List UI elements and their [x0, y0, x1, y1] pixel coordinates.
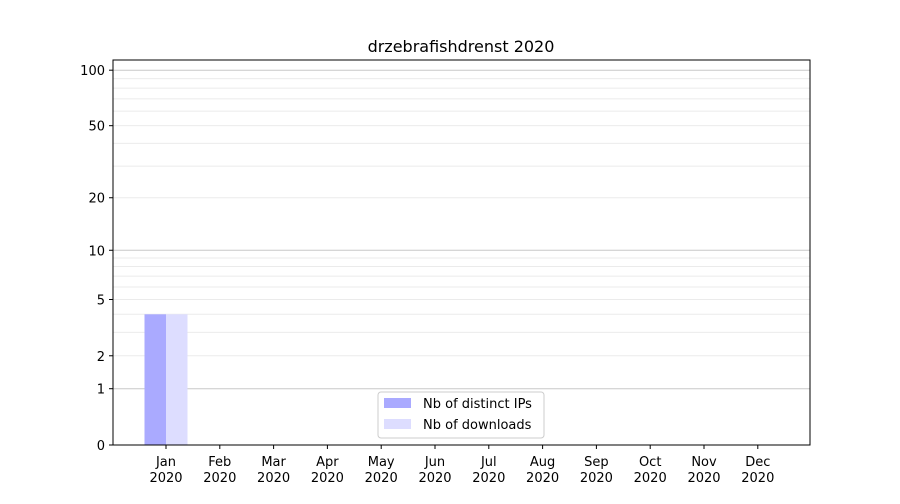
legend-swatch	[384, 419, 411, 429]
x-tick-label: Feb	[208, 455, 231, 470]
y-tick-label: 10	[88, 244, 105, 259]
x-tick-label: 2020	[311, 471, 344, 486]
x-tick-label: Mar	[261, 455, 286, 470]
plot-frame	[112, 59, 811, 446]
x-tick-label: Aug	[530, 455, 555, 470]
y-tick-label: 100	[80, 64, 105, 79]
x-tick-label: Nov	[691, 455, 717, 470]
legend-label: Nb of distinct IPs	[423, 397, 532, 412]
y-tick-label: 5	[97, 293, 105, 308]
x-axis: Jan2020Feb2020Mar2020Apr2020May2020Jun20…	[149, 445, 774, 486]
x-tick-label: 2020	[257, 471, 290, 486]
y-tick-label: 2	[97, 350, 105, 365]
x-tick-label: Oct	[639, 455, 661, 470]
x-tick-label: Jul	[480, 455, 497, 470]
legend-swatch	[384, 398, 411, 408]
x-tick-label: 2020	[149, 471, 182, 486]
x-tick-label: 2020	[365, 471, 398, 486]
x-tick-label: 2020	[580, 471, 613, 486]
y-tick-label: 0	[97, 439, 105, 454]
x-tick-label: Jun	[424, 455, 445, 470]
legend-label: Nb of downloads	[423, 418, 532, 433]
grid	[113, 69, 810, 390]
x-tick-label: 2020	[526, 471, 559, 486]
x-tick-label: 2020	[203, 471, 236, 486]
x-tick-label: Dec	[745, 455, 770, 470]
y-axis: 0 1 2 5 10 20 50 100	[80, 64, 113, 454]
x-tick-label: 2020	[472, 471, 505, 486]
x-tick-label: 2020	[634, 471, 667, 486]
bars	[144, 314, 188, 445]
bar-distinct-ips	[144, 314, 166, 445]
x-tick-label: 2020	[741, 471, 774, 486]
x-tick-label: May	[368, 455, 395, 470]
legend-box	[377, 391, 545, 439]
x-tick-label: Sep	[584, 455, 609, 470]
x-tick-label: 2020	[418, 471, 451, 486]
chart-title: drzebrafishdrenst 2020	[368, 37, 555, 56]
y-tick-label: 20	[88, 192, 105, 207]
legend: Nb of distinct IPs Nb of downloads	[377, 391, 545, 439]
y-tick-label: 50	[88, 120, 105, 135]
x-tick-label: 2020	[687, 471, 720, 486]
x-tick-label: Jan	[155, 455, 176, 470]
y-tick-label: 1	[97, 383, 105, 398]
bar-downloads	[166, 314, 188, 445]
x-tick-label: Apr	[316, 455, 339, 470]
